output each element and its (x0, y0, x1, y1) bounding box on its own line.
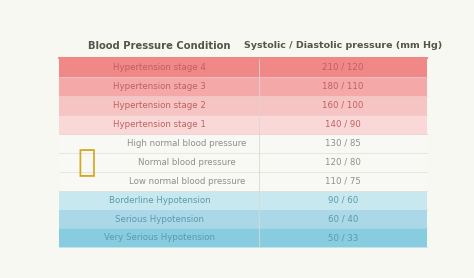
FancyBboxPatch shape (59, 229, 427, 247)
Text: 60 / 40: 60 / 40 (328, 215, 358, 224)
FancyBboxPatch shape (59, 96, 427, 115)
FancyBboxPatch shape (59, 153, 427, 172)
Text: 160 / 100: 160 / 100 (322, 101, 364, 110)
Text: Borderline Hypotension: Borderline Hypotension (109, 195, 210, 205)
Text: Hypertension stage 3: Hypertension stage 3 (113, 82, 206, 91)
FancyBboxPatch shape (59, 210, 427, 229)
Text: 👍: 👍 (78, 148, 96, 177)
Text: 140 / 90: 140 / 90 (325, 120, 361, 129)
Text: Serious Hypotension: Serious Hypotension (115, 215, 204, 224)
FancyBboxPatch shape (59, 77, 427, 96)
Text: Hypertension stage 4: Hypertension stage 4 (113, 63, 206, 72)
Text: Hypertension stage 1: Hypertension stage 1 (113, 120, 206, 129)
Text: High normal blood pressure: High normal blood pressure (127, 139, 246, 148)
Text: Blood Pressure Condition: Blood Pressure Condition (88, 41, 231, 51)
FancyBboxPatch shape (59, 115, 427, 134)
Text: Hypertension stage 2: Hypertension stage 2 (113, 101, 206, 110)
Text: 90 / 60: 90 / 60 (328, 195, 358, 205)
FancyBboxPatch shape (59, 191, 427, 210)
Text: 210 / 120: 210 / 120 (322, 63, 364, 72)
Text: Very Serious Hypotension: Very Serious Hypotension (104, 234, 215, 242)
Text: 130 / 85: 130 / 85 (325, 139, 361, 148)
Text: 110 / 75: 110 / 75 (325, 177, 361, 186)
FancyBboxPatch shape (59, 33, 427, 58)
Text: 180 / 110: 180 / 110 (322, 82, 364, 91)
Text: Systolic / Diastolic pressure (mm Hg): Systolic / Diastolic pressure (mm Hg) (244, 41, 442, 50)
Text: 120 / 80: 120 / 80 (325, 158, 361, 167)
FancyBboxPatch shape (59, 172, 427, 191)
FancyBboxPatch shape (59, 58, 427, 77)
Text: Normal blood pressure: Normal blood pressure (138, 158, 236, 167)
FancyBboxPatch shape (59, 134, 427, 153)
Text: 50 / 33: 50 / 33 (328, 234, 358, 242)
Text: Low normal blood pressure: Low normal blood pressure (129, 177, 245, 186)
